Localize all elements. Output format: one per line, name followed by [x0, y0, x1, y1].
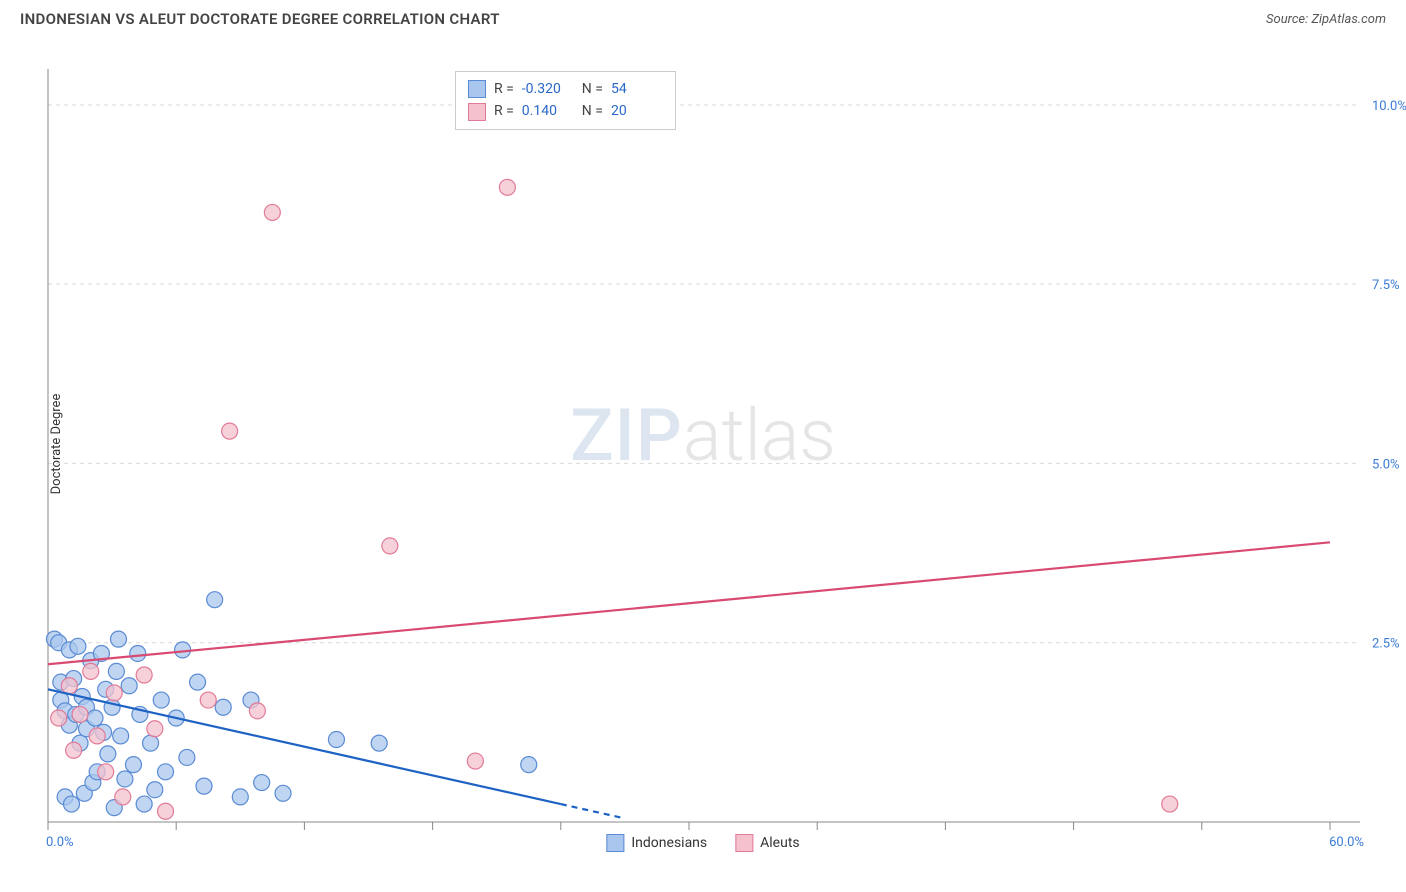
grid-layer: [48, 105, 1360, 643]
data-point: [264, 204, 280, 220]
data-point: [136, 796, 152, 812]
header: INDONESIAN VS ALEUT DOCTORATE DEGREE COR…: [0, 0, 1406, 34]
trend-line: [48, 542, 1330, 664]
data-point: [179, 749, 195, 765]
info-n-label: N =: [582, 78, 603, 100]
data-point: [117, 771, 133, 787]
data-point: [70, 638, 86, 654]
data-point: [371, 735, 387, 751]
data-point: [382, 538, 398, 554]
legend: Indonesians Aleuts: [606, 834, 799, 852]
data-point: [147, 782, 163, 798]
trend-line-dashed: [561, 804, 625, 818]
data-point: [196, 778, 212, 794]
data-point: [113, 728, 129, 744]
info-r-label: R =: [494, 100, 514, 122]
scatter-plot: 2.5% 5.0% 7.5% 10.0% 0.0% 60.0%: [0, 34, 1406, 854]
y-tick-label: 7.5%: [1372, 278, 1400, 293]
legend-item: Indonesians: [606, 834, 707, 852]
correlation-info-box: R = -0.320 N = 54 R = 0.140 N = 20: [455, 71, 676, 130]
data-point: [190, 674, 206, 690]
axis-labels-layer: 2.5% 5.0% 7.5% 10.0% 0.0% 60.0%: [46, 99, 1406, 850]
data-point: [499, 179, 515, 195]
legend-swatch: [735, 834, 753, 852]
data-point: [328, 732, 344, 748]
data-point: [111, 631, 127, 647]
y-tick-label: 10.0%: [1372, 99, 1406, 114]
legend-swatch: [606, 834, 624, 852]
info-r-value: 0.140: [522, 100, 574, 122]
data-point: [207, 592, 223, 608]
data-point: [87, 710, 103, 726]
data-point: [215, 699, 231, 715]
data-point: [153, 692, 169, 708]
data-point: [98, 764, 114, 780]
data-point: [254, 775, 270, 791]
data-point: [115, 789, 131, 805]
y-tick-label: 5.0%: [1372, 457, 1400, 472]
data-point: [125, 757, 141, 773]
data-point: [130, 645, 146, 661]
info-r-label: R =: [494, 78, 514, 100]
x-tick-label: 0.0%: [46, 835, 74, 850]
data-point: [275, 785, 291, 801]
x-tick-label: 60.0%: [1329, 835, 1364, 850]
data-point: [89, 728, 105, 744]
legend-label: Aleuts: [760, 835, 799, 851]
axes-layer: [48, 69, 1360, 830]
chart-title: INDONESIAN VS ALEUT DOCTORATE DEGREE COR…: [20, 10, 500, 28]
data-point: [232, 789, 248, 805]
data-point: [100, 746, 116, 762]
info-swatch: [468, 80, 486, 98]
points-layer: [46, 179, 1177, 819]
y-tick-label: 2.5%: [1372, 637, 1400, 652]
data-point: [147, 721, 163, 737]
data-point: [83, 663, 99, 679]
data-point: [467, 753, 483, 769]
data-point: [136, 667, 152, 683]
data-point: [66, 742, 82, 758]
info-n-value: 20: [611, 100, 663, 122]
source-prefix: Source:: [1266, 12, 1311, 27]
data-point: [108, 663, 124, 679]
legend-label: Indonesians: [631, 835, 707, 851]
data-point: [61, 678, 77, 694]
info-n-label: N =: [582, 100, 603, 122]
source-name: ZipAtlas.com: [1311, 12, 1386, 27]
data-point: [143, 735, 159, 751]
chart-container: Doctorate Degree 2.5%5.0%7.5%10.0%0.0%60…: [0, 34, 1406, 854]
data-point: [158, 764, 174, 780]
info-row: R = -0.320 N = 54: [468, 78, 663, 100]
trend-layer: [48, 542, 1330, 818]
data-point: [200, 692, 216, 708]
data-point: [222, 423, 238, 439]
data-point: [106, 685, 122, 701]
info-r-value: -0.320: [522, 78, 574, 100]
source-attribution: Source: ZipAtlas.com: [1266, 12, 1386, 27]
info-row: R = 0.140 N = 20: [468, 100, 663, 122]
data-point: [1162, 796, 1178, 812]
data-point: [158, 803, 174, 819]
info-swatch: [468, 103, 486, 121]
data-point: [51, 710, 67, 726]
data-point: [72, 706, 88, 722]
info-n-value: 54: [611, 78, 663, 100]
data-point: [521, 757, 537, 773]
data-point: [64, 796, 80, 812]
legend-item: Aleuts: [735, 834, 799, 852]
data-point: [121, 678, 137, 694]
data-point: [249, 703, 265, 719]
